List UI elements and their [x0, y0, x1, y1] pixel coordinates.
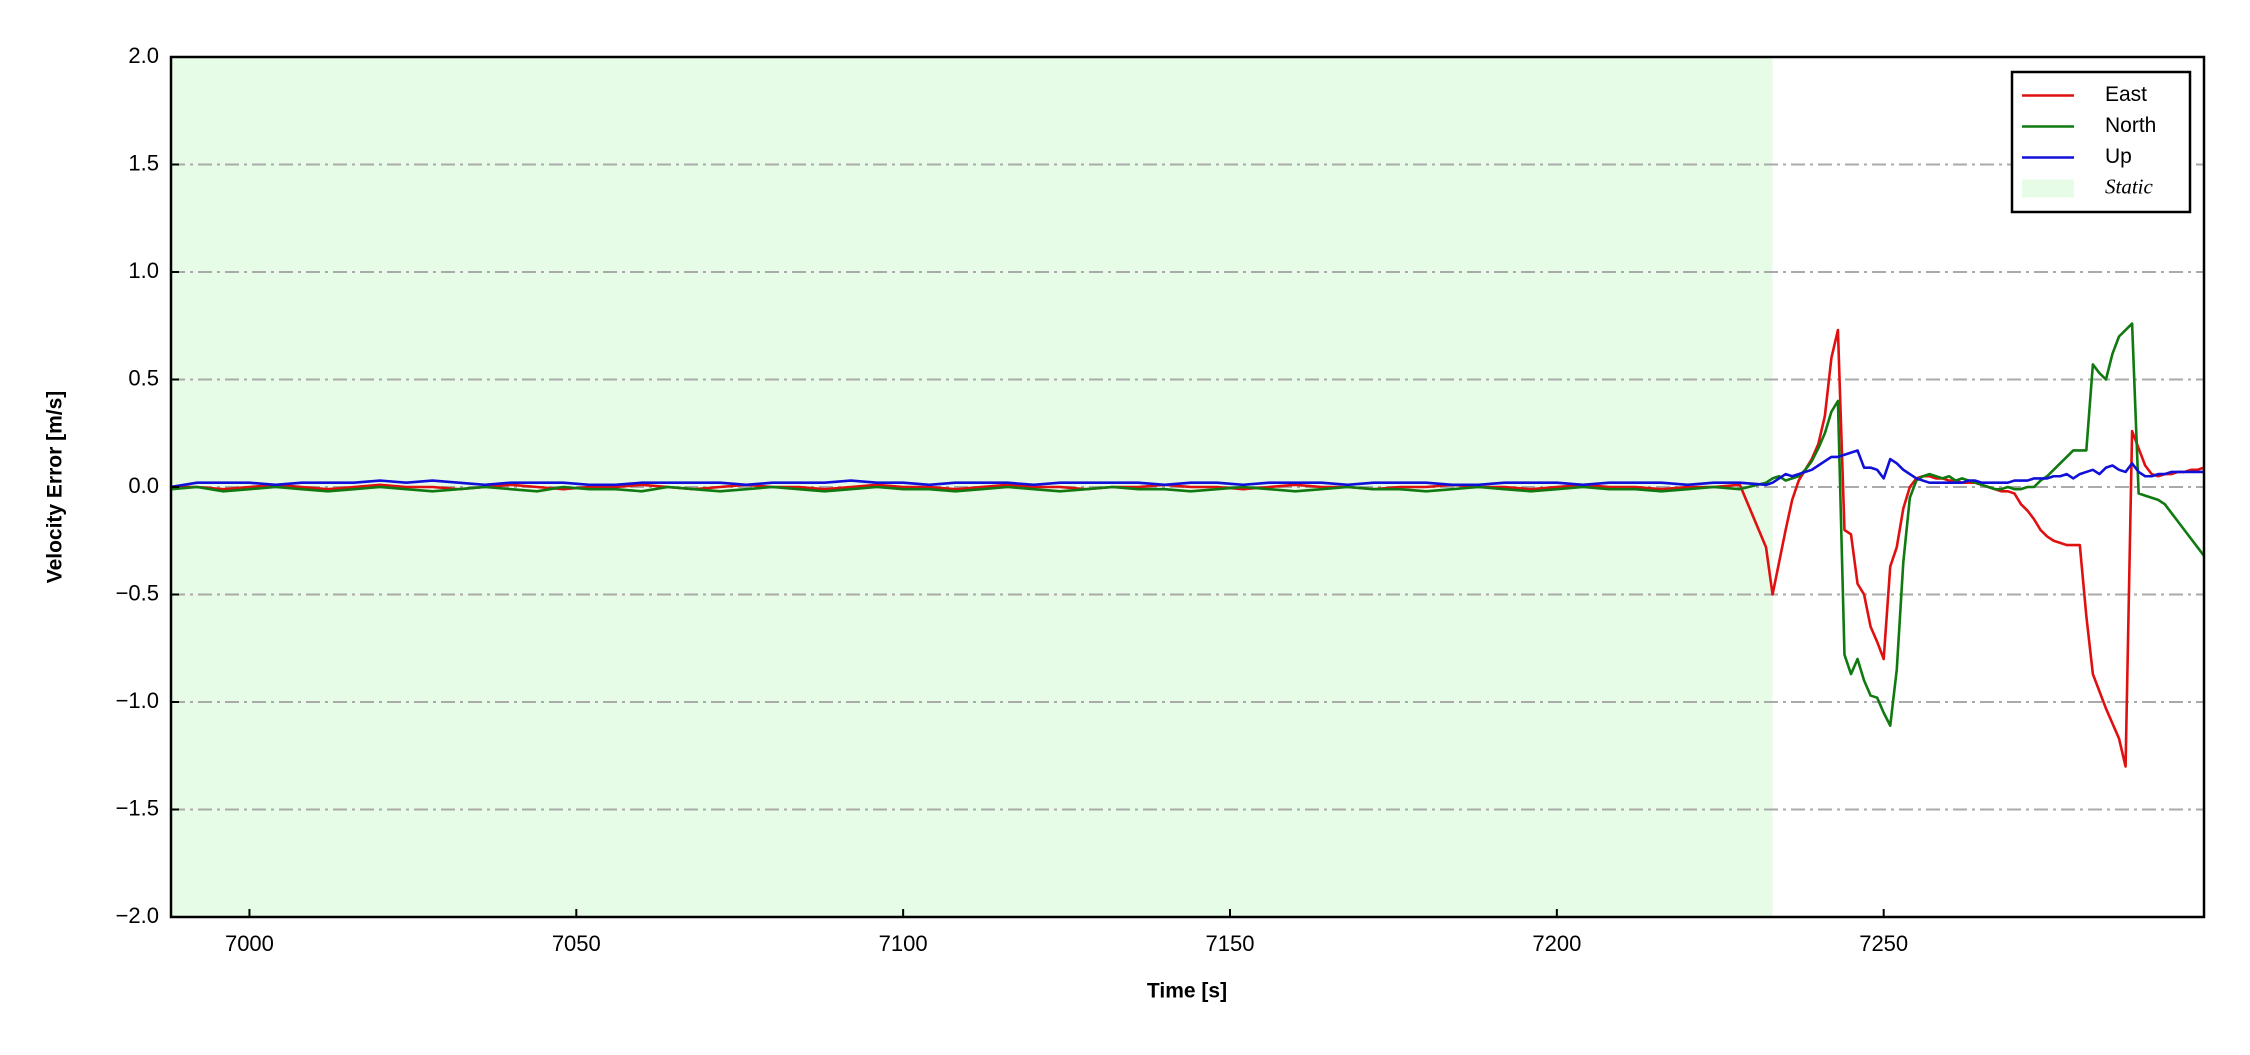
y-tick-label: 2.0 — [128, 43, 159, 68]
series-line — [171, 328, 2204, 768]
legend-label: Static — [2105, 174, 2154, 198]
x-tick-label: 7000 — [225, 931, 274, 956]
legend-label: East — [2105, 83, 2147, 106]
y-tick-label: 1.0 — [128, 258, 159, 283]
y-axis-label: Velocity Error [m/s] — [44, 391, 67, 584]
x-tick-label: 7100 — [879, 931, 928, 956]
y-tick-label: 1.5 — [128, 150, 159, 175]
legend-swatch — [2022, 179, 2074, 198]
legend-label: Up — [2105, 145, 2132, 168]
y-tick-label: 0.0 — [128, 473, 159, 498]
x-tick-label: 7250 — [1859, 931, 1908, 956]
y-tick-label: 0.5 — [128, 365, 159, 390]
y-tick-label: −1.5 — [116, 795, 159, 820]
y-tick-label: −0.5 — [116, 580, 159, 605]
ticks: −2.0 −1.5 −1.0 −0.5 0.0 0.5 1.0 1.5 2.0 7000 7050 7… — [116, 43, 1909, 956]
legend-label: North — [2105, 114, 2156, 137]
x-tick-label: 7200 — [1532, 931, 1581, 956]
x-axis-label: Time [s] — [1147, 980, 1227, 1003]
lines — [171, 322, 2204, 768]
series-line — [171, 449, 2204, 489]
y-tick-label: −2.0 — [116, 903, 159, 928]
y-tick-label: −1.0 — [116, 688, 159, 713]
x-tick-label: 7150 — [1206, 931, 1255, 956]
x-tick-label: 7050 — [552, 931, 601, 956]
series-line — [171, 322, 2204, 727]
legend: East North Up Static — [2010, 70, 2192, 214]
